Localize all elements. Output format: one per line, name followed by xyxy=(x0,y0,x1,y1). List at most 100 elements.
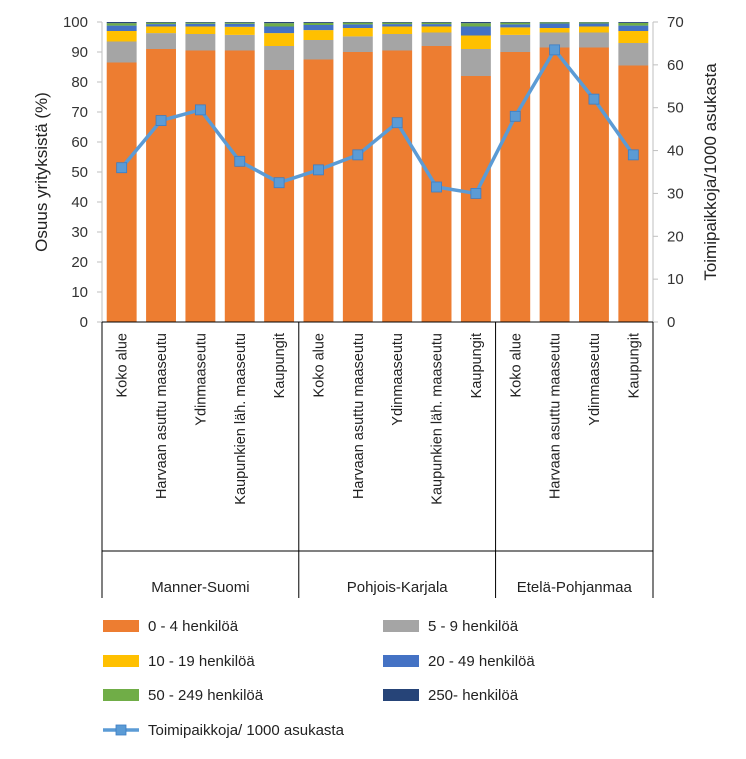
bar-segment-0-2 xyxy=(185,50,216,322)
right-y-axis: 0 10 20 30 40 50 60 70 xyxy=(652,14,684,331)
bar-segment-1-4 xyxy=(264,46,295,70)
legend-swatch xyxy=(383,689,419,701)
legend-swatch xyxy=(103,620,139,632)
line-point-7 xyxy=(391,117,403,129)
category-axis: Koko alue Harvaan asuttu maaseutu Ydinmaas… xyxy=(101,321,654,598)
right-tick-label: 20 xyxy=(667,228,684,245)
left-tick-label: 40 xyxy=(71,194,88,211)
line-point-8 xyxy=(431,181,442,193)
bar-segment-4-2 xyxy=(185,22,216,24)
bar-segment-2-5 xyxy=(303,30,334,40)
bar-segment-3-10 xyxy=(500,24,531,28)
legend-swatch xyxy=(383,620,419,632)
right-tick-label: 10 xyxy=(667,271,684,288)
left-tick-label: 0 xyxy=(80,314,88,331)
bar-segment-3-2 xyxy=(185,23,216,27)
line-point-2 xyxy=(194,104,206,116)
bar-segment-2-12 xyxy=(579,26,609,33)
left-tick-label: 80 xyxy=(71,74,88,91)
bar-segment-4-12 xyxy=(579,22,609,24)
bar-segment-5-13 xyxy=(618,22,649,23)
right-tick-label: 60 xyxy=(667,57,684,74)
bar-segment-2-7 xyxy=(382,26,413,34)
bar-segment-2-9 xyxy=(460,35,491,49)
bar-segment-4-11 xyxy=(539,22,570,24)
bar-segment-3-5 xyxy=(303,25,334,31)
line-point-1 xyxy=(155,115,167,126)
legend-label: 0 - 4 henkilöä xyxy=(148,618,239,635)
bar-segment-4-1 xyxy=(146,22,176,25)
left-axis-title: Osuus yrityksistä (%) xyxy=(32,92,51,252)
bar-segment-3-4 xyxy=(264,26,295,34)
bar-segment-3-11 xyxy=(539,23,570,28)
bar-segment-5-6 xyxy=(342,22,373,23)
category-label: Harvaan asuttu maaseutu xyxy=(548,333,564,499)
bar-segment-3-13 xyxy=(618,25,649,31)
line-point-12 xyxy=(588,93,600,105)
bar-segment-1-9 xyxy=(460,49,491,76)
category-label: Harvaan asuttu maaseutu xyxy=(154,333,170,499)
category-label: Koko alue xyxy=(508,333,524,398)
bar-segment-2-8 xyxy=(421,26,452,33)
legend-line-marker xyxy=(115,724,127,736)
bar-segment-1-13 xyxy=(618,43,649,66)
legend-label: 10 - 19 henkilöä xyxy=(148,653,255,670)
bar-segment-0-6 xyxy=(342,52,373,322)
bar-segment-5-4 xyxy=(264,22,295,24)
left-tick-label: 20 xyxy=(71,254,88,271)
bar-segment-3-0 xyxy=(106,25,137,31)
bar-segment-4-3 xyxy=(224,22,255,24)
category-label: Ydinmaaseutu xyxy=(390,333,406,426)
bar-segment-2-0 xyxy=(106,31,137,42)
line-point-4 xyxy=(273,177,285,189)
right-tick-label: 30 xyxy=(667,185,684,202)
bar-segment-0-9 xyxy=(460,76,491,322)
bar-segment-5-8 xyxy=(421,22,452,23)
bar-segment-3-12 xyxy=(579,23,609,27)
bar-segment-0-0 xyxy=(106,62,137,322)
bar-segment-0-13 xyxy=(618,65,649,322)
category-label: Ydinmaaseutu xyxy=(587,333,603,426)
bar-segment-0-4 xyxy=(264,70,295,322)
bar-segment-2-13 xyxy=(618,31,649,43)
bar-segment-0-5 xyxy=(303,59,334,322)
bar-segment-1-7 xyxy=(382,34,413,51)
bar-segment-0-7 xyxy=(382,50,413,322)
bar-segment-1-10 xyxy=(500,34,531,52)
legend-swatch xyxy=(103,655,139,667)
line-point-0 xyxy=(116,162,128,174)
bar-segment-3-3 xyxy=(224,23,255,27)
bar-segment-2-10 xyxy=(500,27,531,35)
bar-segment-2-3 xyxy=(224,26,255,35)
bar-segment-4-10 xyxy=(500,22,531,25)
left-tick-label: 100 xyxy=(63,14,88,31)
line-point-6 xyxy=(352,149,364,161)
bar-segment-4-13 xyxy=(618,22,649,26)
bar-segment-3-7 xyxy=(382,24,413,27)
left-tick-label: 50 xyxy=(71,164,88,181)
bar-segment-5-0 xyxy=(106,22,137,24)
bar-segment-1-11 xyxy=(539,32,570,48)
category-label: Koko alue xyxy=(115,333,131,398)
bar-segment-5-10 xyxy=(500,22,531,23)
bar-segment-1-12 xyxy=(579,32,609,48)
left-tick-label: 60 xyxy=(71,134,88,151)
bar-segment-0-11 xyxy=(539,47,570,322)
category-label: Kaupungit xyxy=(272,333,288,398)
bar-segment-0-10 xyxy=(500,52,531,322)
bar-segment-2-4 xyxy=(264,33,295,46)
category-label: Kaupungit xyxy=(469,333,485,398)
category-label: Ydinmaaseutu xyxy=(193,333,209,426)
line-series xyxy=(120,48,635,196)
left-tick-label: 30 xyxy=(71,224,88,241)
bar-segment-4-4 xyxy=(264,23,295,27)
bar-segment-3-8 xyxy=(421,24,452,27)
legend-label: 20 - 49 henkilöä xyxy=(428,653,535,670)
bar-segment-0-3 xyxy=(224,50,255,322)
right-tick-label: 40 xyxy=(667,143,684,160)
bar-segment-4-7 xyxy=(382,22,413,25)
group-label: Pohjois-Karjala xyxy=(347,579,449,596)
legend-swatch xyxy=(383,655,419,667)
bar-segment-1-3 xyxy=(224,34,255,51)
